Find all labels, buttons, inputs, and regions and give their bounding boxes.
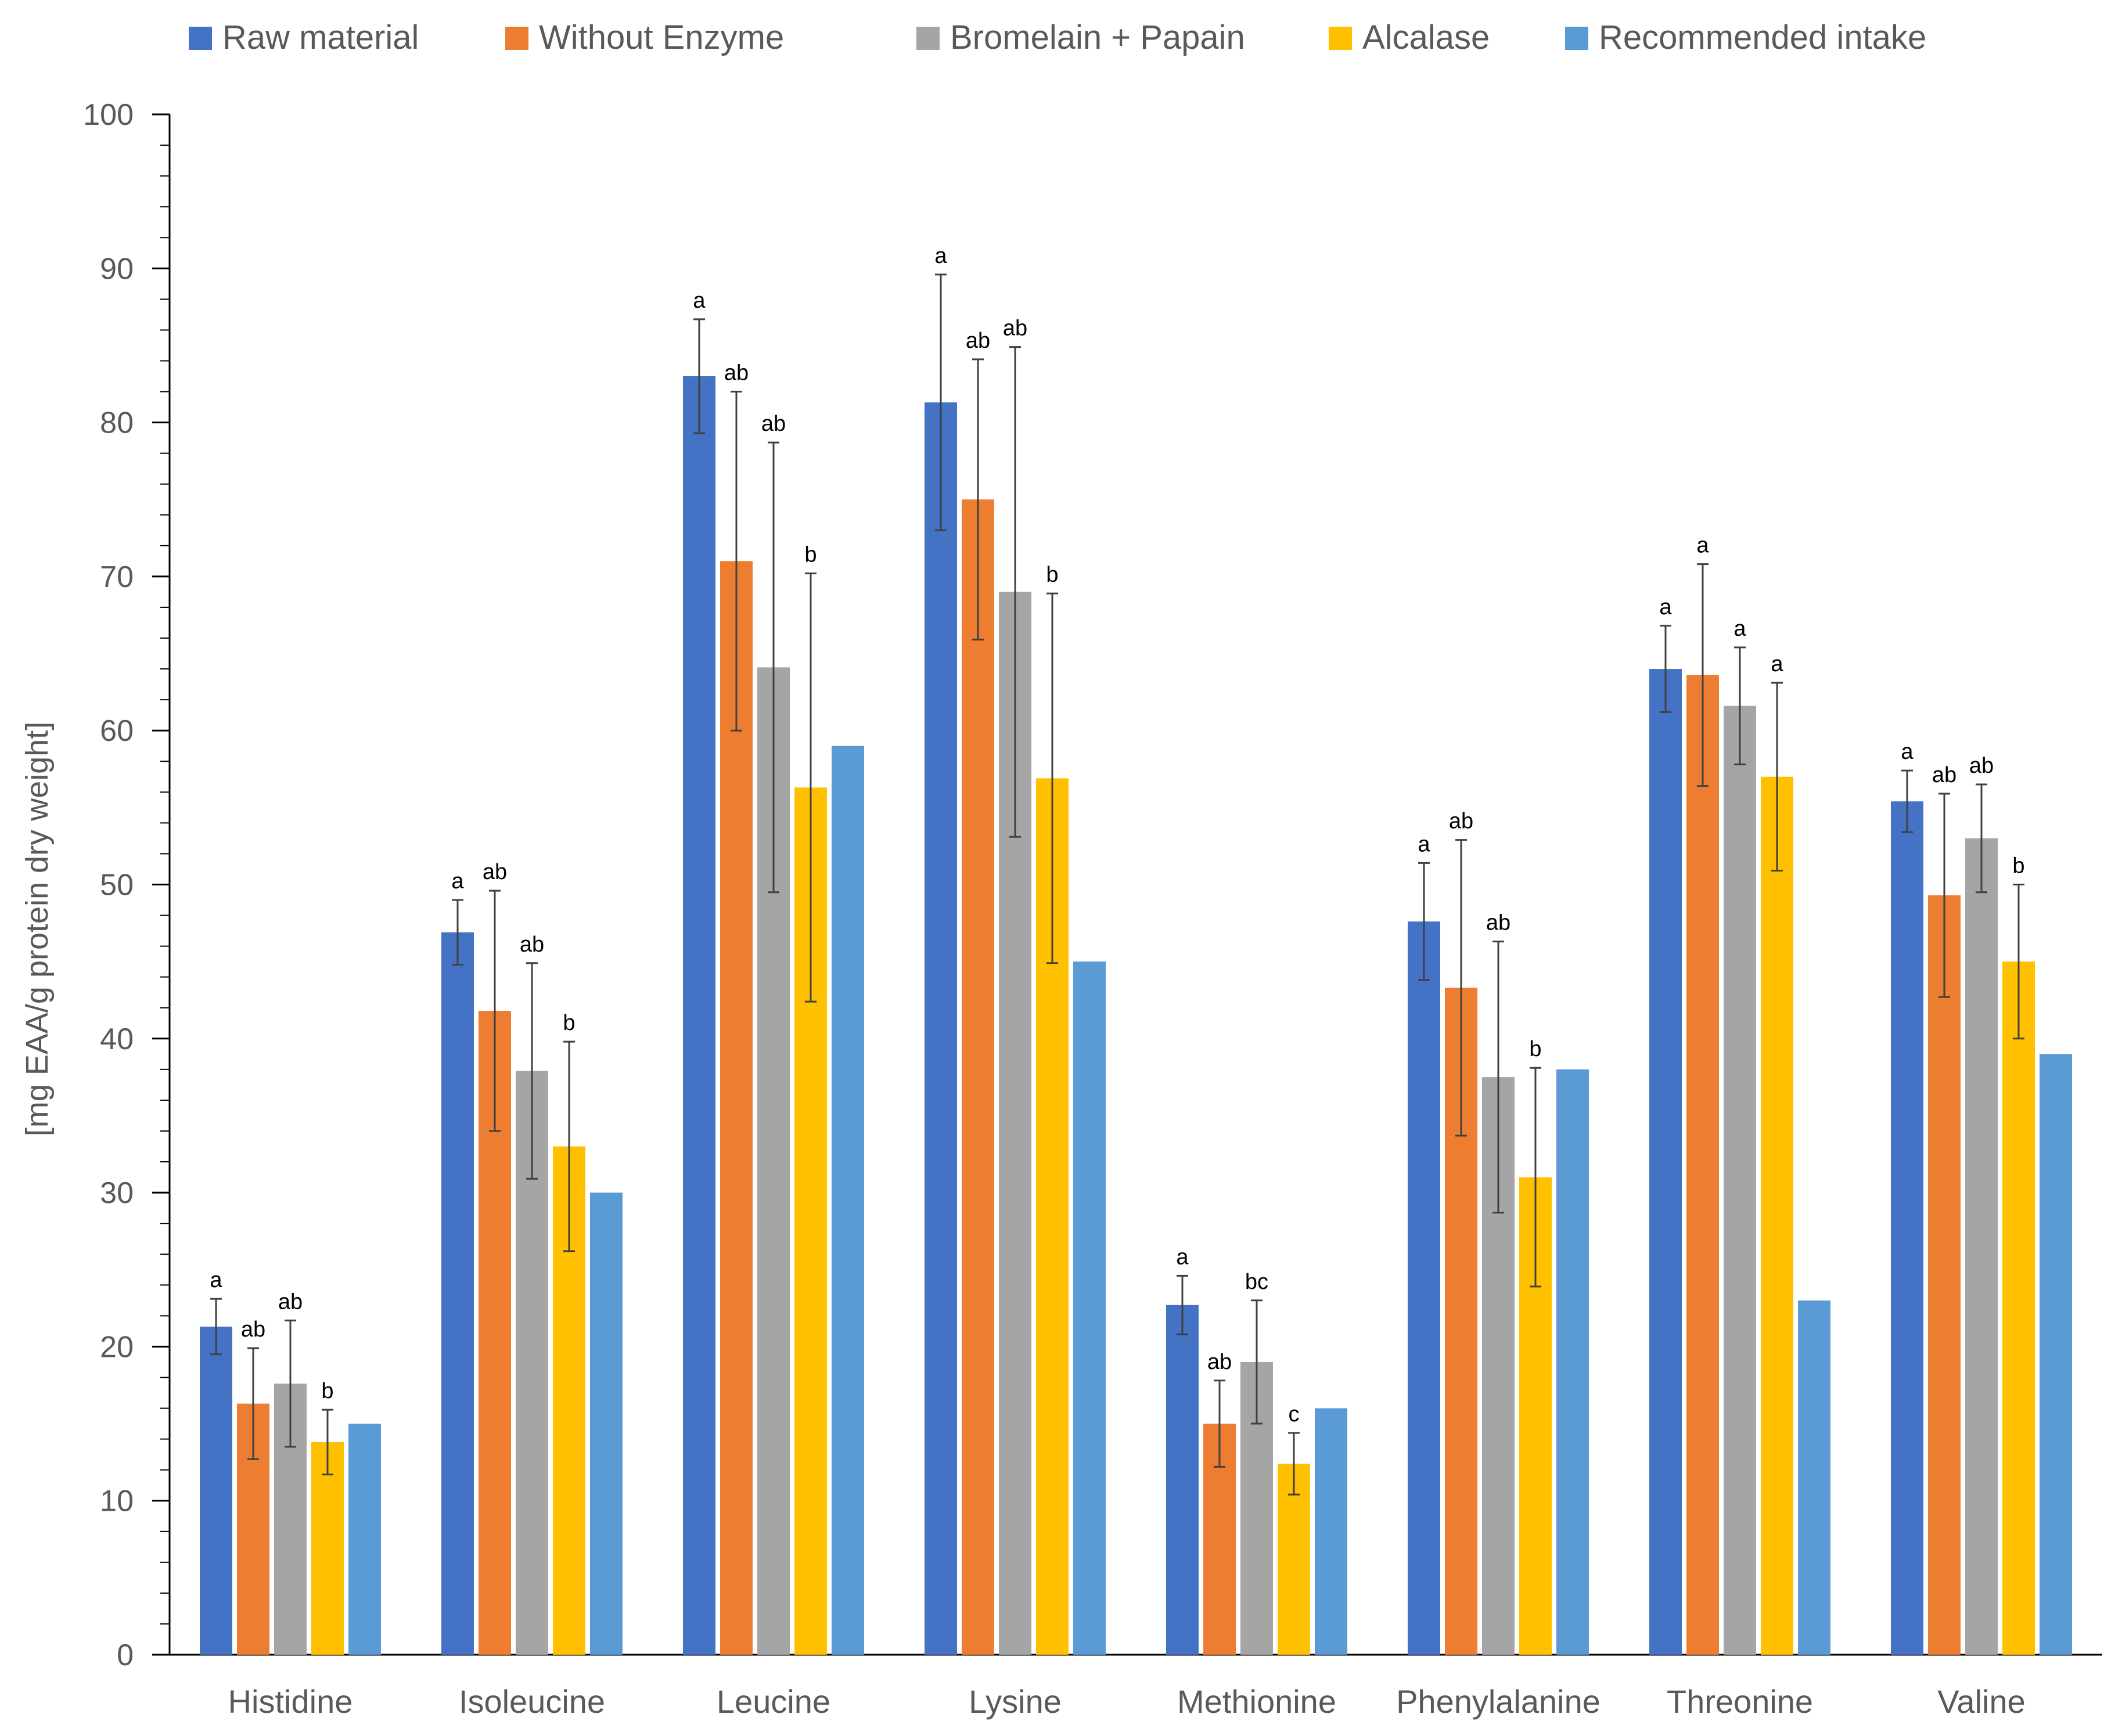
y-tick-label: 30 — [100, 1176, 134, 1210]
significance-label: ab — [483, 860, 507, 884]
legend-swatch — [916, 27, 940, 50]
x-tick-label: Valine — [1937, 1683, 2026, 1720]
x-tick-label: Methionine — [1177, 1683, 1336, 1720]
y-tick-label: 70 — [100, 560, 134, 594]
bar-leucine-raw-material — [683, 376, 715, 1655]
bar-lysine-raw-material — [925, 402, 957, 1655]
bar-threonine-bromelain-papain — [1724, 705, 1756, 1655]
significance-label: ab — [1932, 763, 1956, 787]
significance-label: ab — [1207, 1350, 1232, 1374]
bar-valine-recommended-intake — [2040, 1054, 2072, 1655]
legend-swatch — [505, 27, 528, 50]
bar-methionine-raw-material — [1166, 1305, 1199, 1655]
significance-label: a — [1418, 832, 1430, 856]
bar-threonine-alcalase — [1761, 776, 1793, 1655]
significance-label: b — [1046, 563, 1058, 587]
significance-label: ab — [1969, 754, 1994, 778]
bar-valine-raw-material — [1891, 801, 1923, 1655]
significance-label: a — [934, 244, 947, 268]
bars — [200, 376, 2072, 1655]
bar-lysine-recommended-intake — [1073, 961, 1106, 1655]
significance-label: ab — [520, 932, 544, 957]
bar-valine-alcalase — [2002, 961, 2035, 1655]
bar-histidine-raw-material — [200, 1326, 232, 1655]
x-tick-label: Lysine — [969, 1683, 1062, 1720]
y-tick-label: 90 — [100, 252, 134, 286]
significance-label: ab — [241, 1317, 265, 1342]
y-tick-label: 10 — [100, 1485, 134, 1518]
x-tick-label: Isoleucine — [459, 1683, 605, 1720]
bar-leucine-recommended-intake — [832, 745, 864, 1655]
legend-swatch — [1329, 27, 1352, 50]
bar-lysine-without-enzyme — [962, 499, 994, 1655]
significance-label: a — [210, 1268, 222, 1292]
y-tick-label: 40 — [100, 1022, 134, 1056]
x-tick-label: Histidine — [228, 1683, 353, 1720]
significance-label: bc — [1245, 1270, 1268, 1294]
significance-label: a — [451, 869, 464, 894]
error-bars — [210, 273, 2024, 1496]
significance-label: ab — [966, 329, 990, 353]
bar-histidine-alcalase — [311, 1442, 344, 1655]
significance-label: a — [1733, 617, 1746, 641]
significance-label: b — [321, 1379, 333, 1403]
legend-label: Alcalase — [1362, 19, 1490, 56]
y-axis-label: [mg EAA/g protein dry weight] — [20, 722, 55, 1136]
significance-label: ab — [278, 1290, 303, 1314]
significance-label: c — [1289, 1402, 1300, 1427]
significance-label: b — [1529, 1037, 1541, 1061]
significance-label: b — [2012, 854, 2024, 878]
bar-isoleucine-recommended-intake — [590, 1193, 623, 1655]
category-labels: Histidine Isoleucine Leucine Lysine Methioni… — [228, 1683, 2026, 1720]
bar-threonine-raw-material — [1649, 669, 1682, 1655]
x-tick-label: Threonine — [1667, 1683, 1813, 1720]
significance-label: a — [1659, 595, 1672, 620]
bar-leucine-without-enzyme — [720, 561, 753, 1655]
y-tick-label: 50 — [100, 869, 134, 902]
bar-valine-bromelain-papain — [1965, 838, 1998, 1655]
legend-swatch — [189, 27, 212, 50]
significance-label: b — [563, 1011, 575, 1035]
bar-threonine-recommended-intake — [1798, 1300, 1830, 1655]
significance-label: a — [1696, 534, 1709, 558]
bar-histidine-recommended-intake — [348, 1424, 381, 1655]
significance-label: ab — [761, 412, 786, 436]
bar-phenylalanine-raw-material — [1408, 921, 1440, 1655]
y-tick-label: 0 — [117, 1638, 134, 1672]
bar-phenylalanine-recommended-intake — [1556, 1069, 1589, 1655]
y-tick-label: 100 — [83, 98, 134, 132]
significance-label: b — [804, 543, 817, 567]
significance-label: ab — [1486, 911, 1510, 935]
significance-label: a — [693, 289, 706, 313]
bar-methionine-recommended-intake — [1315, 1408, 1347, 1655]
bar-isoleucine-raw-material — [441, 932, 474, 1655]
bar-methionine-alcalase — [1278, 1464, 1310, 1655]
significance-label: ab — [724, 361, 749, 386]
y-tick-label: 60 — [100, 714, 134, 748]
legend-label: Recommended intake — [1599, 19, 1926, 56]
x-tick-label: Phenylalanine — [1396, 1683, 1601, 1720]
significance-label: ab — [1449, 809, 1473, 834]
x-tick-label: Leucine — [717, 1683, 830, 1720]
y-tick-label: 20 — [100, 1330, 134, 1364]
legend-label: Raw material — [222, 19, 419, 56]
significance-label: a — [1771, 652, 1783, 676]
significance-label: a — [1176, 1245, 1189, 1269]
significance-label: a — [1901, 740, 1914, 764]
bar-valine-without-enzyme — [1928, 895, 1961, 1655]
legend-label: Bromelain + Papain — [950, 19, 1245, 56]
significance-label: ab — [1003, 316, 1027, 341]
y-tick-label: 80 — [100, 406, 134, 440]
bar-threonine-without-enzyme — [1686, 675, 1719, 1655]
legend-label: Without Enzyme — [539, 19, 784, 56]
legend-swatch — [1565, 27, 1588, 50]
legend: Raw material Without Enzyme Bromelain + Pa… — [189, 19, 1926, 56]
